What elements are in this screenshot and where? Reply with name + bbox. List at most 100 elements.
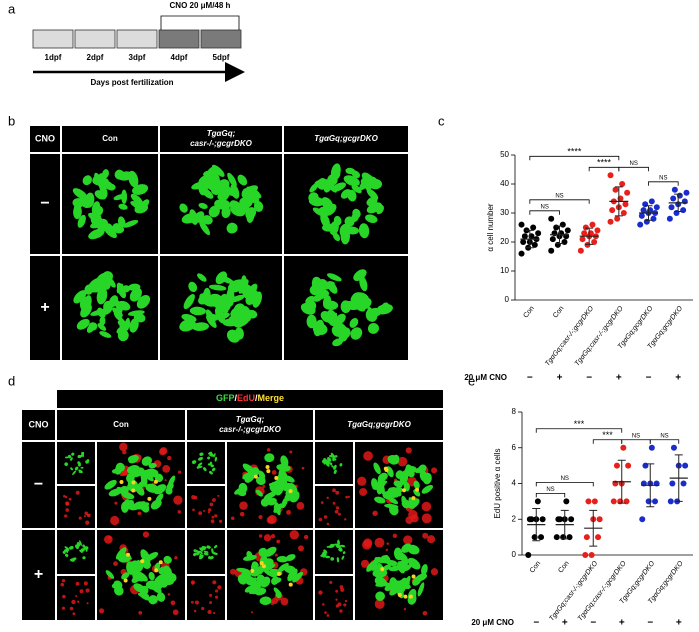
data-point (539, 516, 546, 523)
x-tick-label: TgαGq;casr-/-;gcgrDKO (548, 560, 599, 623)
gfp-cell (210, 452, 214, 457)
gfp-cell (374, 557, 385, 564)
edu-spot (217, 494, 220, 497)
gfp-cell (343, 175, 360, 187)
edu-spot (289, 450, 293, 454)
gfp-cell (374, 496, 386, 504)
header-cell (160, 126, 282, 152)
gfp-cell (71, 557, 77, 561)
data-point (520, 239, 527, 245)
edu-spot (392, 533, 398, 538)
gfp-cell (97, 221, 107, 232)
stain-separator: / (255, 393, 258, 403)
gfp-cell (324, 203, 337, 216)
gfp-cell (329, 543, 335, 548)
gfp-cell (332, 232, 341, 242)
header-cell (22, 410, 55, 440)
y-axis-label: EdU positive α cells (493, 449, 502, 519)
gfp-cell (345, 167, 356, 175)
data-point (581, 230, 588, 237)
edu-spot (280, 597, 289, 606)
edu-spot (209, 593, 213, 597)
gfp-cell (66, 548, 69, 554)
header-cell (62, 126, 158, 152)
gfp-cell (332, 338, 344, 347)
edu-spot (113, 561, 118, 567)
edu-spot (209, 502, 214, 507)
data-point (563, 498, 570, 505)
merge-spot (131, 488, 136, 493)
edu-spot (173, 495, 183, 505)
edu-spot (262, 484, 266, 488)
edu-spot (250, 611, 254, 614)
y-tick-label: 2 (512, 514, 517, 523)
gfp-cell (209, 461, 213, 465)
gfp-cell (397, 560, 407, 570)
edu-spot (77, 600, 80, 603)
gfp-cell (242, 284, 252, 294)
gfp-cell (280, 473, 288, 481)
gfp-cell (281, 496, 288, 509)
gfp-cell (389, 504, 399, 516)
edu-spot (174, 556, 178, 560)
gfp-cell (202, 215, 213, 225)
significance-bracket (535, 481, 594, 487)
gfp-cell (279, 479, 288, 489)
gfp-cell (155, 493, 164, 504)
header-cell (22, 530, 55, 620)
y-tick-label: 20 (500, 237, 509, 246)
data-point (595, 534, 602, 541)
edu-spot (318, 590, 323, 595)
significance-bracket (529, 210, 560, 215)
header-cell (57, 410, 185, 440)
panel-label: c (438, 113, 445, 128)
edu-spot (303, 534, 309, 540)
edu-spot (339, 609, 343, 613)
gfp-cell (142, 560, 151, 569)
day-label: 2dpf (87, 53, 104, 62)
data-point (638, 212, 645, 219)
gfp-cell (349, 318, 359, 328)
gfp-cell (129, 318, 139, 333)
micrograph (315, 576, 353, 620)
edu-spot (61, 606, 66, 610)
gfp-cell (128, 455, 139, 464)
edu-spot (363, 538, 373, 548)
edu-spot (209, 601, 213, 605)
sd-bar (532, 508, 541, 542)
data-point (610, 498, 617, 505)
gfp-cell (365, 214, 378, 224)
significance-bracket (535, 492, 566, 498)
cno-sign: + (675, 373, 681, 384)
data-point (582, 224, 589, 231)
gfp-cell (99, 331, 112, 338)
gfp-cell (257, 565, 264, 575)
data-point (624, 189, 631, 196)
gfp-cell (205, 309, 216, 326)
gfp-cell (69, 545, 74, 550)
gfp-cell (78, 463, 81, 467)
gfp-cell (129, 287, 142, 302)
gfp-cell (316, 279, 328, 290)
data-point (614, 215, 621, 222)
edu-spot (217, 585, 222, 590)
gfp-cell (336, 557, 340, 563)
gfp-cell (246, 208, 255, 224)
merge-spot (126, 552, 131, 557)
merge-spot (266, 469, 271, 474)
merge-spot (403, 594, 408, 599)
data-point (645, 498, 652, 505)
header-label: TgαGq;gcgrDKO (347, 420, 411, 429)
edu-spot (60, 582, 65, 587)
edu-spot (421, 513, 432, 524)
edu-spot (337, 602, 342, 607)
treatment-bracket (160, 15, 240, 30)
gfp-cell (163, 555, 172, 564)
gfp-cell (122, 219, 139, 228)
gfp-cell (117, 171, 134, 181)
gfp-cell (97, 323, 107, 331)
edu-spot (201, 606, 205, 611)
edu-spot (332, 488, 336, 493)
edu-spot (340, 587, 345, 592)
edu-spot (386, 542, 390, 545)
